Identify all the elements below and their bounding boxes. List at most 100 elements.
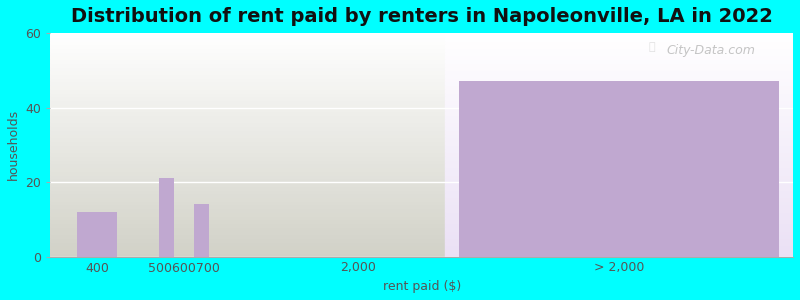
Bar — [50, 227, 445, 231]
Bar — [445, 122, 793, 126]
Bar — [50, 130, 445, 134]
Bar — [445, 152, 793, 156]
Bar — [50, 67, 445, 70]
Bar — [445, 234, 793, 238]
Text: 🔍: 🔍 — [648, 42, 655, 52]
Bar — [50, 104, 445, 108]
Bar — [50, 197, 445, 201]
Bar — [50, 115, 445, 119]
Bar — [445, 40, 793, 44]
Bar — [445, 186, 793, 190]
Bar — [50, 190, 445, 193]
Bar — [445, 33, 793, 37]
Bar — [445, 89, 793, 93]
Bar — [445, 67, 793, 70]
Bar — [50, 193, 445, 197]
Bar — [445, 227, 793, 231]
Bar — [459, 82, 778, 256]
Bar — [159, 178, 174, 256]
Bar — [50, 234, 445, 238]
Bar — [50, 208, 445, 212]
Bar — [50, 160, 445, 164]
Bar — [445, 253, 793, 256]
Bar — [50, 33, 445, 37]
Bar — [50, 178, 445, 182]
Bar — [50, 238, 445, 242]
Bar — [445, 56, 793, 59]
Bar — [50, 100, 445, 104]
Bar — [50, 219, 445, 223]
Bar — [445, 85, 793, 89]
Bar — [445, 37, 793, 40]
Bar — [445, 141, 793, 145]
Bar — [50, 44, 445, 48]
Bar — [445, 93, 793, 96]
Bar — [50, 223, 445, 227]
Bar — [50, 253, 445, 256]
Y-axis label: households: households — [7, 109, 20, 180]
Bar — [50, 70, 445, 74]
Bar — [445, 197, 793, 201]
Bar — [50, 40, 445, 44]
Bar — [50, 52, 445, 56]
Text: City-Data.com: City-Data.com — [667, 44, 756, 57]
Bar — [50, 152, 445, 156]
Bar — [50, 96, 445, 100]
Bar — [50, 63, 445, 67]
Bar — [445, 164, 793, 167]
Bar — [50, 119, 445, 122]
Bar — [50, 212, 445, 216]
Bar — [50, 78, 445, 82]
Bar — [445, 104, 793, 108]
Bar — [445, 126, 793, 130]
Bar — [50, 56, 445, 59]
Bar — [445, 167, 793, 171]
Bar — [50, 126, 445, 130]
Bar — [50, 216, 445, 219]
Bar — [50, 242, 445, 245]
Bar — [445, 242, 793, 245]
Bar — [445, 205, 793, 208]
Bar — [445, 130, 793, 134]
Bar — [445, 160, 793, 164]
Bar — [445, 108, 793, 111]
Bar — [50, 82, 445, 85]
Bar — [445, 219, 793, 223]
Bar — [445, 63, 793, 67]
Bar — [50, 171, 445, 175]
Bar — [445, 82, 793, 85]
Bar — [445, 52, 793, 56]
Bar — [445, 148, 793, 152]
Bar — [445, 156, 793, 160]
Bar — [445, 182, 793, 186]
Bar — [50, 134, 445, 137]
Bar — [445, 96, 793, 100]
Bar — [50, 182, 445, 186]
Bar — [50, 141, 445, 145]
Bar — [50, 37, 445, 40]
Bar — [445, 249, 793, 253]
Bar — [445, 245, 793, 249]
Bar — [50, 231, 445, 234]
Bar — [445, 33, 793, 256]
Bar — [50, 111, 445, 115]
Bar — [50, 74, 445, 78]
Bar — [50, 186, 445, 190]
Bar — [445, 175, 793, 178]
Bar — [50, 33, 445, 256]
Bar — [50, 89, 445, 93]
Bar — [445, 231, 793, 234]
Bar — [50, 167, 445, 171]
Bar — [445, 201, 793, 205]
Bar — [50, 249, 445, 253]
Bar — [50, 205, 445, 208]
Bar — [50, 93, 445, 96]
Bar — [445, 78, 793, 82]
Bar — [445, 44, 793, 48]
Title: Distribution of rent paid by renters in Napoleonville, LA in 2022: Distribution of rent paid by renters in … — [70, 7, 773, 26]
Bar — [50, 148, 445, 152]
X-axis label: rent paid ($): rent paid ($) — [382, 280, 461, 293]
Bar — [445, 115, 793, 119]
Bar — [50, 122, 445, 126]
Bar — [445, 137, 793, 141]
